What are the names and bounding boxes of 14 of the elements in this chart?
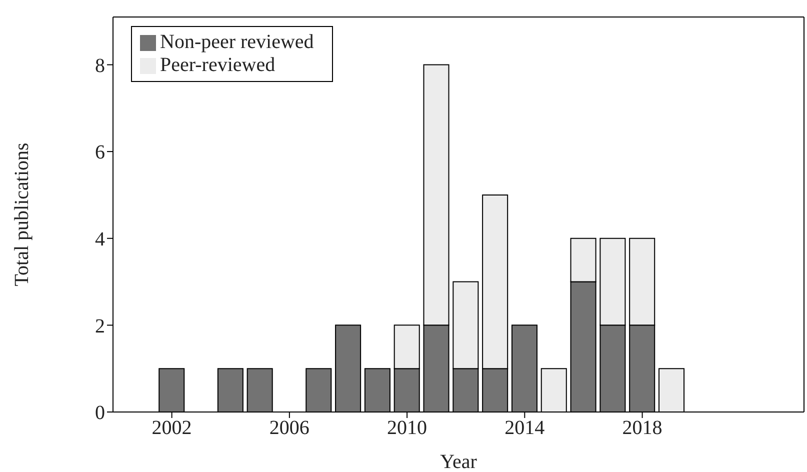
x-tick-label: 2002 [152, 417, 192, 440]
legend-label: Peer-reviewed [160, 54, 276, 76]
y-tick-label: 8 [95, 54, 105, 77]
x-tick-label: 2010 [387, 417, 428, 440]
y-axis-title: Total publications [11, 142, 34, 286]
y-tick-label: 0 [95, 402, 105, 424]
x-tick-label: 2006 [269, 417, 310, 440]
y-tick-label: 2 [95, 315, 105, 338]
legend-label: Non-peer reviewed [160, 31, 314, 53]
x-axis-title: Year [440, 451, 478, 472]
y-tick-label: 6 [95, 142, 105, 164]
x-tick-label: 2014 [504, 417, 545, 440]
x-tick-label: 2018 [622, 417, 662, 440]
y-tick-label: 4 [95, 228, 105, 250]
